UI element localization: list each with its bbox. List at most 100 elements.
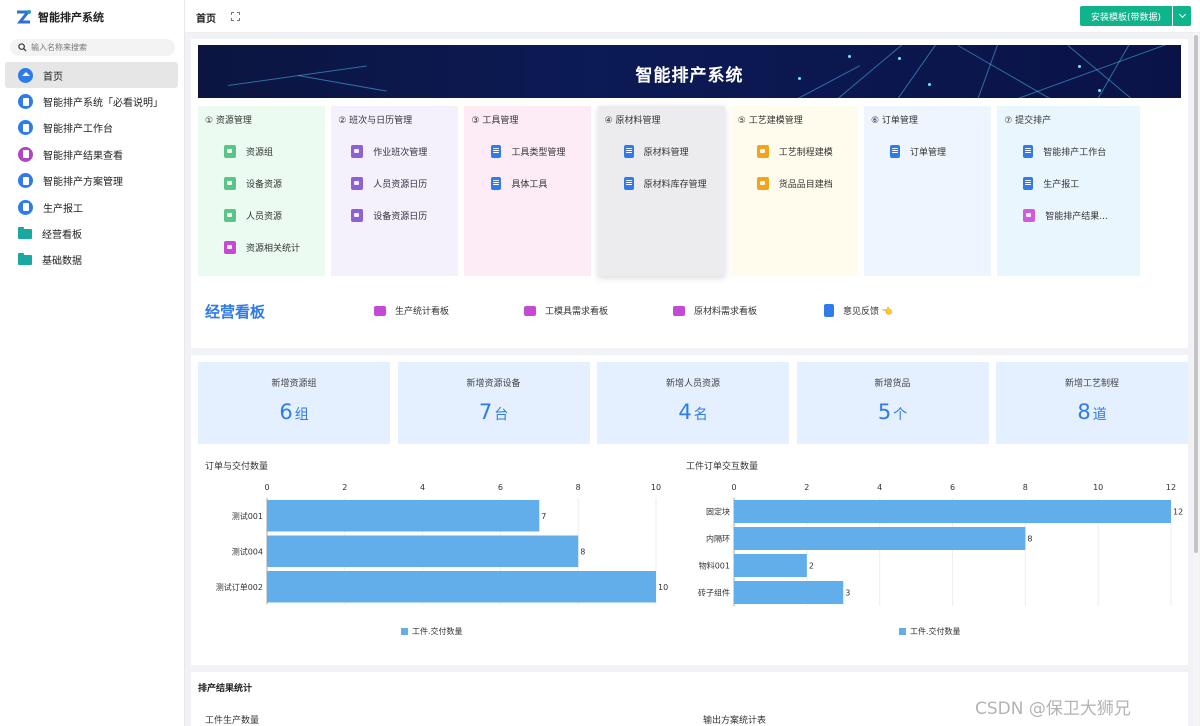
statistics-panel: 新增资源组 6 组新增资源设备 7 台新增人员资源 4 名新增货品 5 个新增工艺制程 8 道 订单… [191, 355, 1188, 665]
search-input[interactable] [31, 43, 171, 52]
home-icon [18, 67, 33, 83]
bar[interactable] [267, 571, 656, 603]
module-4: ④ 原材料管理原材料管理原材料库存管理 [597, 106, 725, 276]
module-7: ⑦ 提交排产 智能排产工作台 生产报工 智能排产结果... [997, 106, 1141, 276]
bar[interactable] [734, 581, 844, 604]
x-tick-label: 8 [1023, 483, 1028, 492]
scrollbar-thumb[interactable] [1194, 35, 1198, 553]
sidebar-item-label: 生产报工 [43, 203, 83, 215]
x-tick-label: 4 [420, 483, 425, 492]
kanban-link-2[interactable]: 原材料需求看板 [673, 304, 757, 317]
sidebar-item-1[interactable]: 智能排产系统「必看说明」 [5, 88, 178, 114]
doc-icon [18, 120, 33, 136]
results-title: 排产结果统计 [198, 684, 253, 694]
stat-label: 新增货品 [874, 379, 911, 389]
module-link[interactable]: 作业班次管理 [351, 145, 427, 158]
stat-label: 新增资源设备 [466, 379, 521, 389]
sidebar-item-label: 基础数据 [42, 256, 82, 268]
y-tick-label: 砖子组件 [698, 588, 730, 598]
module-link[interactable]: 订单管理 [890, 145, 946, 158]
kanban-link-3[interactable]: 意见反馈 👈 [824, 304, 893, 317]
fullscreen-icon[interactable] [231, 12, 240, 21]
module-link-icon [890, 145, 900, 158]
template-dropdown-button[interactable] [1173, 6, 1191, 26]
module-link[interactable]: 原材料库存管理 [623, 177, 707, 190]
bar-value-label: 8 [1027, 535, 1032, 544]
module-link[interactable]: 智能排产工作台 [1023, 145, 1106, 158]
top-bar: 首页 安装模板(带数据) [185, 0, 1200, 33]
bar[interactable] [734, 500, 1171, 523]
module-link[interactable]: 设备资源日历 [351, 209, 427, 222]
sidebar-item-7[interactable]: 基础数据 [5, 247, 178, 273]
stat-number: 6 [279, 400, 293, 424]
module-link[interactable]: 资源组 [224, 145, 273, 158]
install-template-button[interactable]: 安装模板(带数据) [1080, 6, 1172, 26]
module-link-icon [756, 145, 769, 158]
kanban-link-1[interactable]: 工模具需求看板 [524, 304, 608, 317]
x-tick-label: 12 [1166, 483, 1176, 492]
module-link[interactable]: 人员资源日历 [351, 177, 427, 190]
x-tick-label: 6 [498, 483, 503, 492]
banner-dot [798, 77, 801, 80]
bar[interactable] [267, 535, 579, 568]
logo-icon [16, 10, 32, 24]
module-link-label: 原材料库存管理 [643, 180, 707, 190]
app-logo[interactable]: 智能排产系统 [0, 0, 184, 34]
module-link[interactable]: 智能排产结果... [1023, 209, 1108, 222]
module-title: ④ 原材料管理 [604, 116, 661, 126]
y-tick-label: 固定块 [706, 507, 730, 517]
module-link[interactable]: 工具类型管理 [491, 145, 565, 158]
module-link-icon [351, 209, 364, 222]
sidebar-item-2[interactable]: 智能排产工作台 [5, 115, 178, 141]
kanban-link-0[interactable]: 生产统计看板 [374, 304, 449, 317]
bar[interactable] [267, 500, 540, 532]
kanban-link-label: 生产统计看板 [395, 307, 450, 317]
module-link[interactable]: 生产报工 [1023, 177, 1079, 190]
module-link-icon [351, 145, 364, 158]
sidebar-nav: 首页 智能排产系统「必看说明」智能排产工作台智能排产结果查看智能排产方案管理 生产报… [0, 62, 184, 273]
module-6: ⑥ 订单管理订单管理 [864, 106, 991, 276]
results-panel: 排产结果统计 工件生产数量 输出方案统计表 [191, 672, 1188, 726]
y-tick-label: 测试订单002 [216, 582, 263, 592]
module-title: ⑤ 工艺建模管理 [737, 116, 803, 126]
module-link-label: 智能排产工作台 [1043, 148, 1107, 158]
module-title: ⑥ 订单管理 [871, 116, 918, 126]
module-link[interactable]: 货品品目建档 [756, 177, 833, 190]
stat-number: 4 [678, 400, 692, 424]
sidebar-item-0[interactable]: 首页 [5, 62, 178, 89]
module-title: ① 资源管理 [205, 116, 252, 126]
bar-value-label: 8 [580, 547, 585, 556]
module-link-icon [1023, 145, 1034, 158]
sidebar-item-6[interactable]: 经营看板 [5, 220, 178, 246]
module-link[interactable]: 工艺制程建模 [756, 145, 833, 158]
legend-swatch[interactable] [401, 628, 408, 635]
module-link[interactable]: 设备资源 [224, 177, 282, 190]
sidebar-item-label: 智能排产方案管理 [43, 177, 123, 189]
module-link[interactable]: 具体工具 [491, 177, 547, 190]
sidebar-item-label: 智能排产工作台 [43, 124, 113, 136]
monitor-icon [673, 305, 685, 316]
folder-icon [18, 252, 32, 265]
module-link[interactable]: 资源相关统计 [224, 241, 300, 254]
legend-swatch[interactable] [899, 628, 906, 635]
module-link[interactable]: 原材料管理 [623, 145, 689, 158]
sidebar-item-3[interactable]: 智能排产结果查看 [5, 141, 178, 167]
bar[interactable] [734, 554, 807, 577]
tab-home[interactable]: 首页 [196, 14, 216, 25]
module-link-label: 订单管理 [910, 148, 947, 158]
sidebar-item-5[interactable]: 生产报工 [5, 194, 178, 220]
chart-title-orders: 订单与交付数量 [205, 462, 269, 472]
monitor-icon [18, 146, 33, 162]
stat-label: 新增工艺制程 [1064, 379, 1119, 389]
module-link[interactable]: 人员资源 [224, 209, 282, 222]
app-title: 智能排产系统 [38, 11, 104, 24]
module-link-icon [1023, 209, 1036, 222]
sidebar-item-4[interactable]: 智能排产方案管理 [5, 168, 178, 194]
module-link-icon [623, 177, 634, 190]
scrollbar[interactable] [1193, 33, 1199, 726]
bar[interactable] [734, 527, 1026, 550]
search-box[interactable] [10, 39, 175, 56]
